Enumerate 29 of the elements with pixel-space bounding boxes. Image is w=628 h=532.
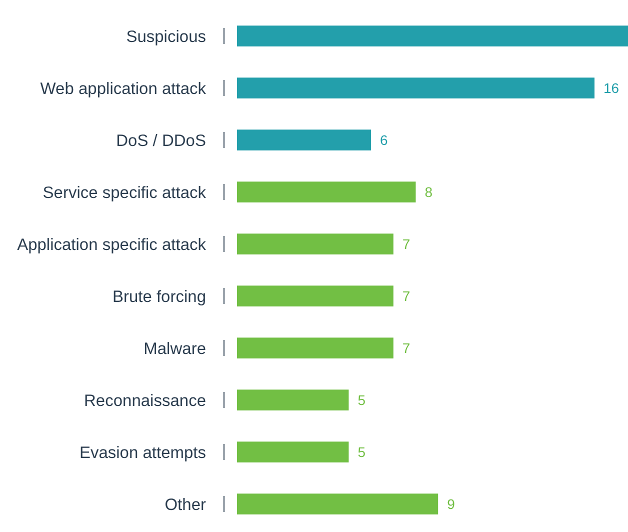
data-label: 7 xyxy=(402,340,410,356)
data-label: 9 xyxy=(447,496,456,512)
data-label: 16 xyxy=(603,80,620,96)
y-tick-label: Reconnaissance xyxy=(84,392,206,410)
y-tick-label: Service specific attack xyxy=(42,184,207,202)
bar xyxy=(237,494,438,514)
y-tick-label: Web application attack xyxy=(40,80,207,98)
data-label: 8 xyxy=(424,184,433,200)
y-tick-label: Other xyxy=(164,496,206,514)
y-tick-label: Application specific attack xyxy=(17,236,207,254)
bar xyxy=(237,286,394,306)
y-tick-label: DoS / DDoS xyxy=(116,132,206,150)
bar xyxy=(237,78,594,98)
bar xyxy=(237,182,416,202)
bar xyxy=(237,130,372,150)
y-tick-label: Brute forcing xyxy=(112,288,206,306)
bar xyxy=(237,390,349,410)
bar xyxy=(237,338,394,358)
data-label: 7 xyxy=(402,236,410,252)
y-tick-label: Suspicious xyxy=(126,28,206,46)
data-label: 7 xyxy=(402,288,410,304)
data-label: 6 xyxy=(380,132,388,148)
y-tick-label: Evasion attempts xyxy=(79,444,206,462)
bar xyxy=(237,26,628,46)
bar xyxy=(237,442,349,462)
data-label: 5 xyxy=(358,392,366,408)
data-label: 5 xyxy=(358,444,366,460)
y-tick-label: Malware xyxy=(144,340,206,358)
bar xyxy=(237,234,394,254)
